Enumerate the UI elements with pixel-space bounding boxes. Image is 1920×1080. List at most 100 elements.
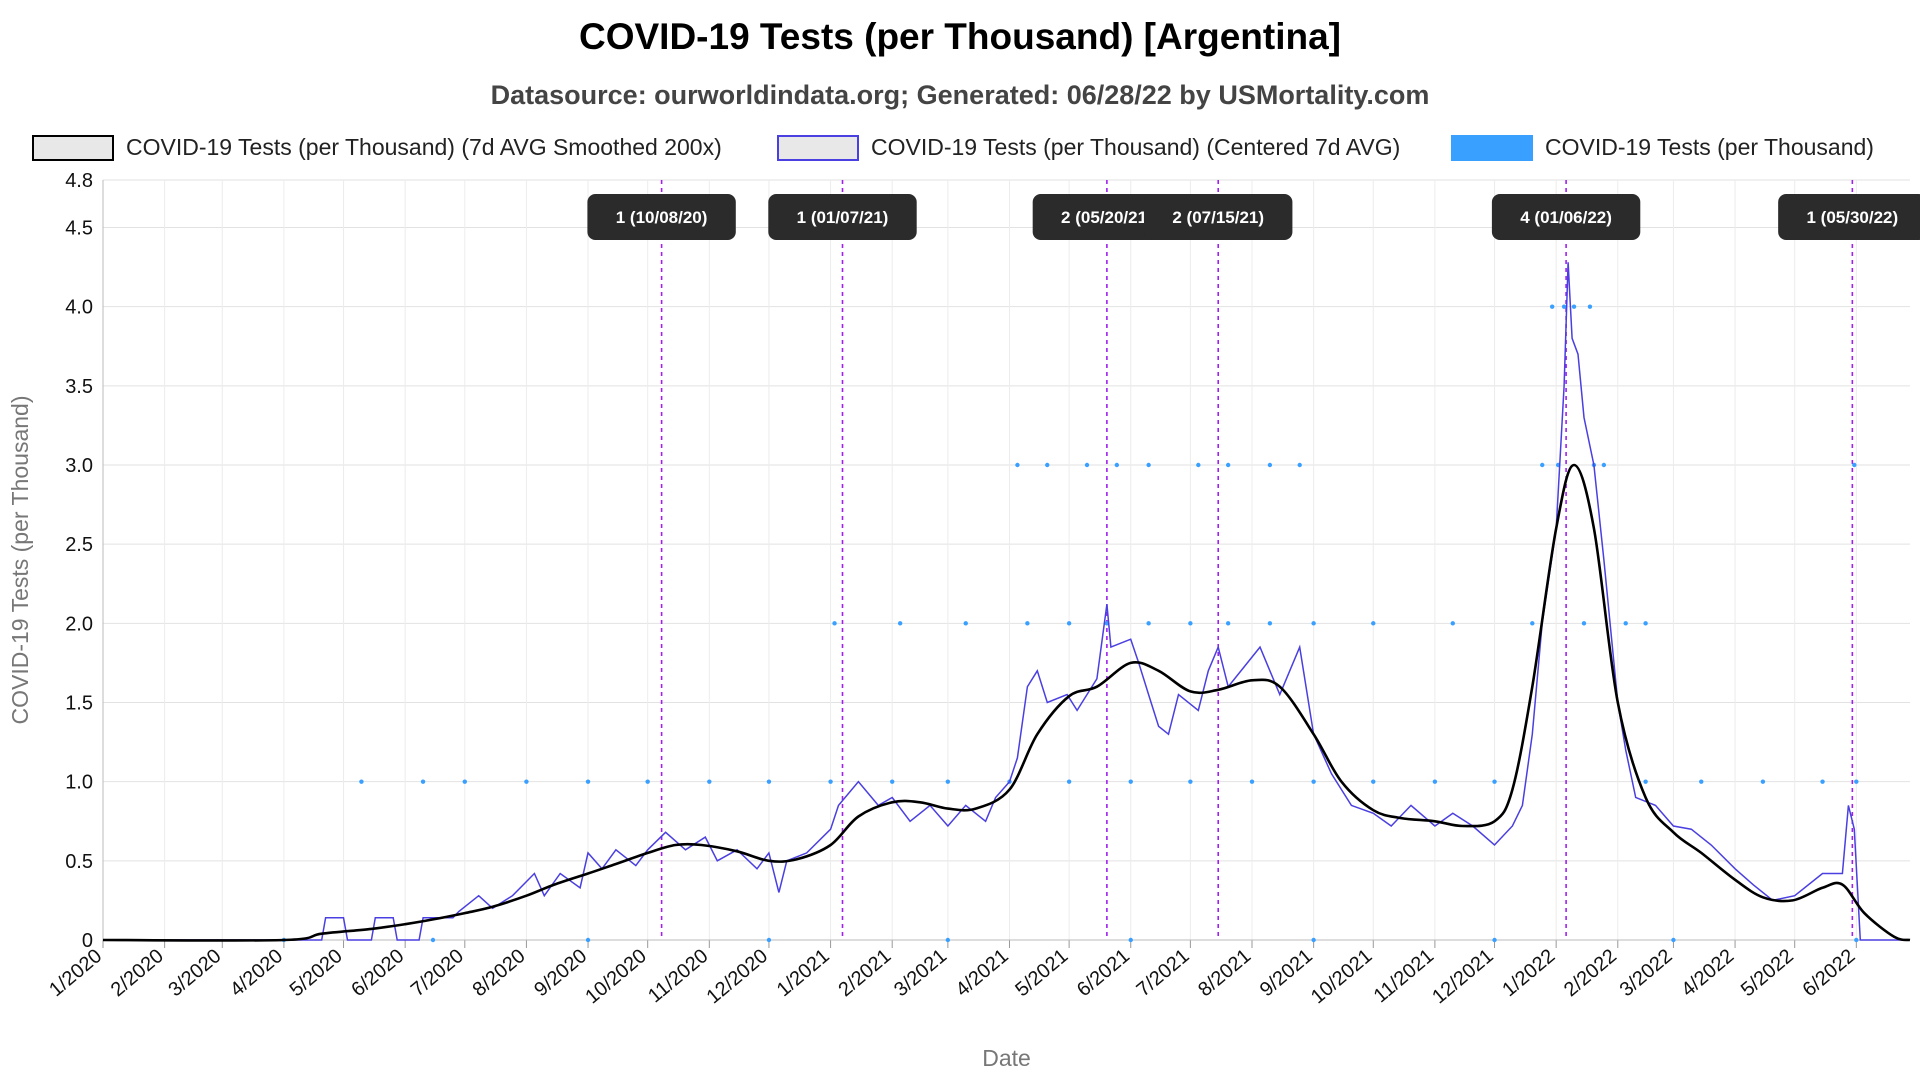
data-point [1188, 621, 1193, 626]
x-tick-label: 1/2022 [1498, 945, 1559, 1001]
x-tick-label: 8/2021 [1194, 945, 1255, 1001]
data-point [1643, 779, 1648, 784]
annotation-box [768, 194, 917, 240]
y-tick-label: 3.0 [65, 455, 93, 477]
data-point [1623, 621, 1628, 626]
data-point [1225, 462, 1231, 468]
data-point [1084, 462, 1090, 468]
y-tick-label: 4.8 [65, 170, 93, 192]
data-point [1225, 621, 1231, 626]
data-point [1249, 779, 1255, 784]
data-point [585, 779, 591, 784]
data-point [645, 779, 650, 784]
data-point [832, 621, 837, 626]
data-point [1066, 779, 1072, 784]
x-tick-label: 10/2020 [581, 945, 651, 1008]
x-tick-label: 6/2021 [1073, 945, 1134, 1001]
data-point [1267, 621, 1273, 626]
data-point [1025, 621, 1030, 626]
data-point [1671, 937, 1676, 943]
annotation-label: 2 (05/20/21) [1032, 194, 1182, 240]
data-point [1854, 779, 1859, 784]
x-tick-label: 3/2021 [890, 945, 951, 1001]
x-tick-label: 6/2020 [347, 945, 408, 1001]
data-point [1852, 462, 1857, 468]
annotation-box [1778, 194, 1920, 240]
annotation-text: 4 (01/06/22) [1520, 208, 1612, 227]
data-point [889, 779, 895, 784]
x-tick-label: 12/2020 [703, 945, 773, 1008]
series-lines [102, 262, 1911, 942]
x-tick-label: 12/2021 [1428, 945, 1498, 1008]
data-point [1371, 779, 1376, 784]
data-point [1587, 304, 1593, 309]
data-point [945, 779, 951, 784]
annotation-text: 1 (05/30/22) [1807, 208, 1899, 227]
annotation-label: 4 (01/06/22) [1491, 194, 1641, 240]
legend-swatch [777, 135, 859, 161]
data-point [1015, 462, 1020, 468]
data-point [1432, 779, 1438, 784]
data-point [897, 621, 903, 626]
x-tick-label: 6/2022 [1799, 945, 1860, 1001]
x-tick-label: 5/2021 [1011, 945, 1072, 1001]
data-point [585, 937, 591, 943]
data-point [1820, 779, 1825, 784]
annotation-lines [660, 180, 1854, 940]
annotation-label: 1 (01/07/21) [768, 194, 917, 240]
data-point [524, 779, 529, 784]
x-tick-label: 1/2021 [773, 945, 834, 1001]
x-tick-label: 2/2020 [107, 945, 168, 1001]
x-tick-label: 7/2020 [407, 945, 468, 1001]
data-point [1114, 462, 1120, 468]
raw-dots [281, 304, 1859, 943]
data-point [1549, 304, 1555, 309]
x-tick-label: 3/2022 [1616, 945, 1677, 1001]
y-tick-label: 0.5 [65, 851, 93, 873]
x-tick-label: 3/2020 [164, 945, 225, 1001]
legend-swatch [1451, 135, 1533, 161]
legend: COVID-19 Tests (per Thousand) (7d AVG Sm… [32, 134, 1874, 161]
legend-label: COVID-19 Tests (per Thousand) [1545, 134, 1874, 160]
data-point [1188, 779, 1193, 784]
data-point [1643, 621, 1648, 626]
data-point [1492, 937, 1497, 943]
data-point [707, 779, 712, 784]
y-tick-label: 3.5 [65, 376, 93, 398]
data-point [945, 937, 951, 943]
data-point [1571, 304, 1577, 309]
data-point [1196, 462, 1201, 468]
chart-subtitle: Datasource: ourworldindata.org; Generate… [490, 80, 1430, 110]
x-tick-label: 2/2021 [834, 945, 895, 1001]
x-tick-label: 4/2020 [226, 945, 287, 1001]
data-point [1581, 621, 1587, 626]
data-point [1601, 462, 1607, 468]
data-point [1561, 304, 1567, 309]
y-tick-label: 2.5 [65, 534, 93, 556]
data-point [1760, 779, 1766, 784]
data-point [420, 779, 426, 784]
annotation-text: 2 (05/20/21) [1061, 208, 1153, 227]
annotation-label: 2 (07/15/21) [1144, 194, 1293, 240]
x-tick-label: 8/2020 [469, 945, 530, 1001]
data-point [1297, 462, 1302, 468]
y-axis-title: COVID-19 Tests (per Thousand) [7, 396, 33, 725]
series-line-smoothed [102, 463, 1911, 942]
data-point [1146, 462, 1151, 468]
annotation-box [1144, 194, 1293, 240]
grid-layer [102, 179, 1910, 941]
y-tick-label: 2.0 [65, 613, 93, 635]
x-tick-label: 5/2020 [286, 945, 347, 1001]
annotation-labels: 1 (10/08/20) 1 (01/07/21) 2 (05/20/21) 2 (0… [587, 194, 1920, 240]
data-point [1854, 937, 1859, 943]
data-point [1311, 937, 1316, 943]
data-point [1540, 462, 1545, 468]
data-point [1066, 621, 1072, 626]
x-tick-label: 4/2022 [1677, 945, 1738, 1001]
data-point [1450, 621, 1455, 626]
data-point [1530, 621, 1535, 626]
data-point [1311, 779, 1316, 784]
chart-title: COVID-19 Tests (per Thousand) [Argentina… [579, 16, 1341, 57]
data-point [1045, 462, 1050, 468]
